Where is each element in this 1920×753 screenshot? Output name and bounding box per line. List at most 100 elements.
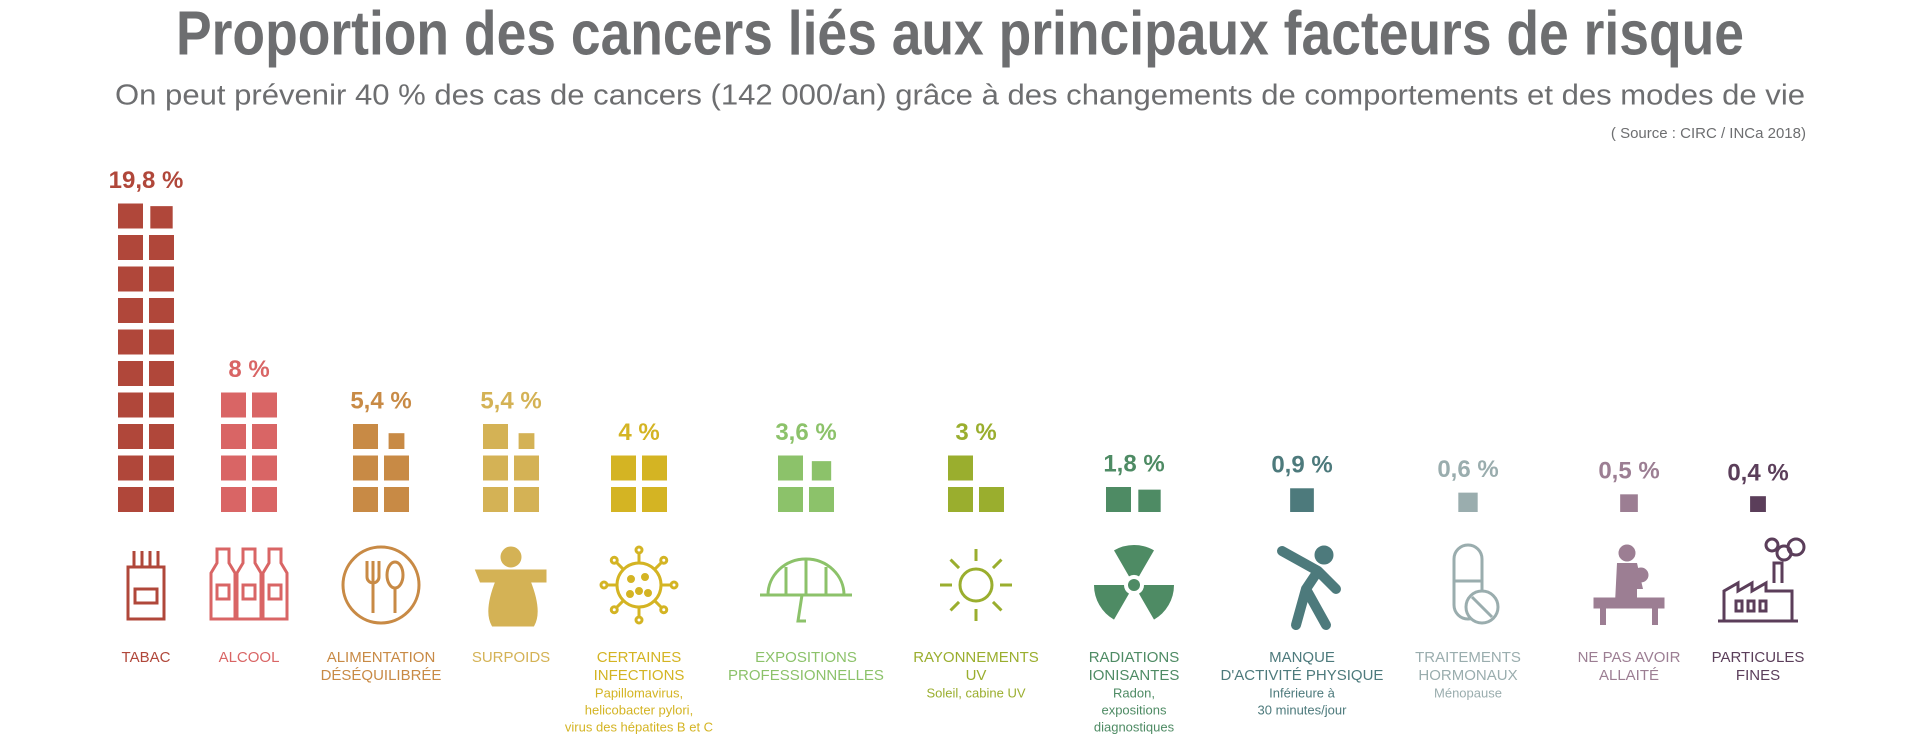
- category-label: PARTICULES: [1712, 649, 1805, 666]
- pictogram-square: [948, 487, 973, 512]
- icon-part: [635, 587, 643, 595]
- pictogram-square: [252, 424, 277, 449]
- icon: [341, 545, 421, 625]
- icon-part: [784, 559, 828, 595]
- pictogram-square: [221, 424, 246, 449]
- icon-part: [365, 561, 381, 613]
- pictogram-square: [778, 487, 803, 512]
- category-detail: expositions: [1101, 702, 1167, 717]
- pictogram-square: [514, 455, 539, 481]
- pictogram-square: [642, 455, 667, 481]
- category-detail: diagnostiques: [1094, 719, 1175, 734]
- pictogram-square: [483, 424, 508, 449]
- pictogram-square: [118, 455, 143, 481]
- value-label: 5,4 %: [480, 387, 541, 414]
- category-detail: virus des hépatites B et C: [565, 719, 713, 734]
- pictogram-square: [118, 487, 143, 512]
- pictogram-square: [118, 361, 143, 386]
- pictogram-square: [252, 392, 277, 418]
- icon-part: [615, 561, 625, 571]
- category-detail: Radon,: [1113, 685, 1155, 700]
- pictogram-square: [149, 424, 174, 449]
- category-label: CERTAINES: [597, 649, 681, 666]
- pictogram-square: [353, 487, 378, 512]
- icon-part: [641, 573, 649, 581]
- category-label: INFECTIONS: [594, 667, 685, 684]
- pictogram-square: [1620, 494, 1638, 512]
- icon-part: [209, 547, 237, 621]
- pictogram-square: [1290, 488, 1314, 512]
- pictogram-square: [150, 206, 173, 229]
- category-detail: Inférieure à: [1269, 685, 1336, 700]
- value-label: 0,6 %: [1437, 456, 1498, 483]
- pictogram-square: [811, 461, 832, 481]
- icon: [474, 546, 547, 627]
- icon-part: [341, 545, 421, 625]
- icon-part: [1314, 545, 1334, 565]
- icon-part: [644, 589, 652, 597]
- pictogram-square: [118, 235, 143, 260]
- pictogram-square: [149, 329, 174, 355]
- pictogram-square: [483, 487, 508, 512]
- category-detail: Ménopause: [1434, 685, 1502, 700]
- icon: [1718, 537, 1806, 623]
- pictogram-square: [118, 329, 143, 355]
- icon-part: [796, 594, 806, 623]
- category-label: SURPOIDS: [472, 649, 550, 666]
- icon-part: [615, 599, 625, 609]
- pictogram-square: [353, 424, 378, 449]
- pictogram-square: [118, 392, 143, 418]
- icon: [1593, 544, 1665, 625]
- icon-part: [241, 583, 257, 601]
- icon-part: [235, 547, 263, 621]
- value-label: 19,8 %: [109, 167, 184, 194]
- pictogram-square: [809, 487, 834, 512]
- pictogram-square: [611, 455, 636, 481]
- pictogram-square: [221, 487, 246, 512]
- icon-part: [1593, 597, 1665, 609]
- icon-part: [1772, 561, 1784, 583]
- icon: [209, 547, 289, 621]
- icon: [126, 551, 166, 621]
- category-label: TRAITEMENTS: [1415, 649, 1521, 666]
- icon-part: [1734, 599, 1744, 613]
- pictogram-square: [149, 298, 174, 323]
- category-label: DÉSÉQUILIBRÉE: [321, 667, 442, 684]
- value-label: 1,8 %: [1103, 450, 1164, 477]
- pictogram-square: [979, 487, 1004, 512]
- icon: [1452, 543, 1500, 625]
- icon-part: [669, 580, 679, 590]
- category-detail: Papillomavirus,: [595, 685, 683, 700]
- icon-part: [385, 560, 405, 590]
- pictogram-square: [118, 298, 143, 323]
- icon: [940, 549, 1012, 621]
- category-label: UV: [966, 667, 987, 684]
- category-label: PROFESSIONNELLES: [728, 667, 884, 684]
- category-label: FINES: [1736, 667, 1780, 684]
- icon-part: [126, 565, 166, 621]
- icon-part: [1633, 567, 1649, 583]
- pictogram-square: [483, 455, 508, 481]
- icon-part: [1758, 599, 1768, 613]
- icon-part: [609, 555, 619, 565]
- chart-subtitle: On peut prévenir 40 % des cas de cancers…: [115, 80, 1805, 112]
- value-label: 0,5 %: [1598, 458, 1659, 485]
- icon-part: [1139, 585, 1174, 620]
- category-label: EXPOSITIONS: [755, 649, 857, 666]
- pictogram-square: [252, 487, 277, 512]
- value-label: 0,9 %: [1271, 452, 1332, 479]
- pictogram-square: [384, 487, 409, 512]
- pictogram-square: [149, 487, 174, 512]
- category-label: RADIATIONS: [1089, 649, 1180, 666]
- pictogram-square: [118, 424, 143, 449]
- icon-part: [1128, 579, 1140, 591]
- pictogram-square: [149, 361, 174, 386]
- icon-part: [1618, 544, 1636, 562]
- icon-part: [215, 583, 231, 601]
- pictogram-square: [252, 455, 277, 481]
- icon-part: [615, 561, 663, 609]
- icon-part: [1764, 537, 1780, 553]
- category-label: MANQUE: [1269, 649, 1335, 666]
- icon-part: [634, 615, 644, 625]
- icon-part: [627, 575, 635, 583]
